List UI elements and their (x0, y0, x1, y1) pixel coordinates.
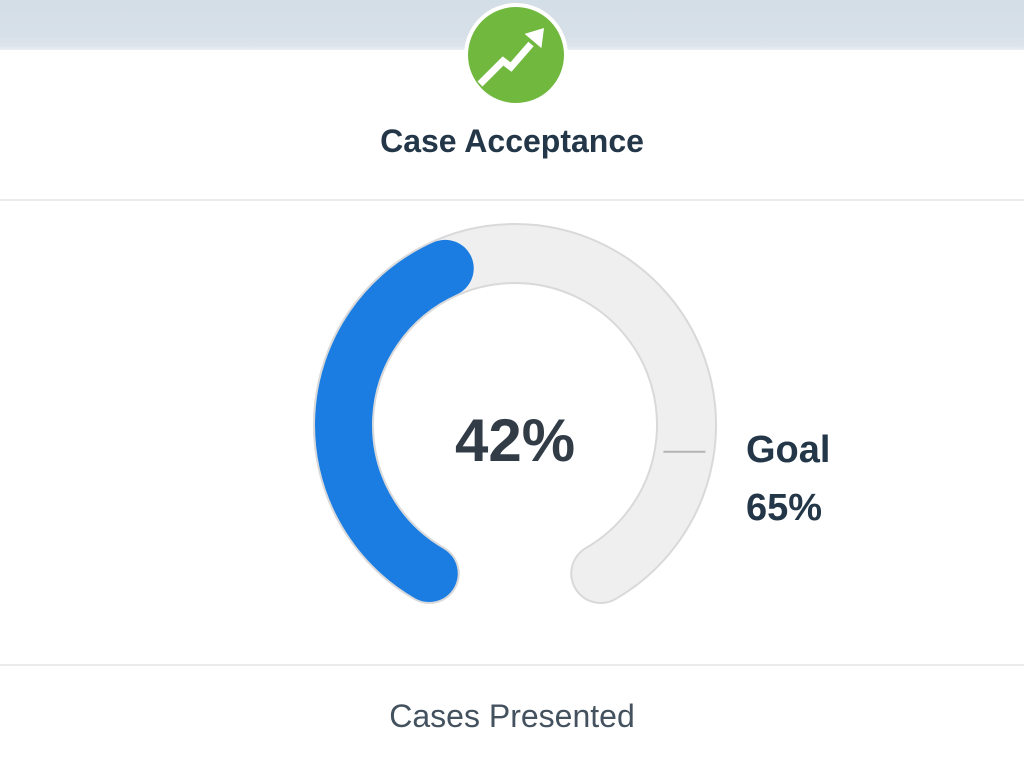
gauge-value-label: 42% (454, 407, 576, 474)
trend-arrowhead (524, 28, 544, 49)
goal-label: Goal (746, 429, 831, 471)
top-divider (0, 199, 1024, 201)
goal-value-label: 65% (746, 487, 823, 529)
trend-line (477, 41, 534, 87)
gauge-value-arc (315, 239, 474, 603)
card-title: Case Acceptance (380, 123, 644, 159)
gauge-footer-label: Cases Presented (389, 698, 635, 734)
bottom-divider (0, 664, 1024, 666)
trend-up-icon-graphic (477, 28, 544, 87)
trend-up-icon (464, 3, 568, 107)
goal-label-group: Goal 65% (746, 421, 830, 537)
case-acceptance-gauge (313, 223, 717, 605)
